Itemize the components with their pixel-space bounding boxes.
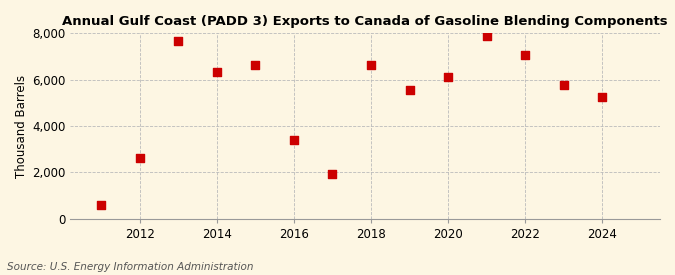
Point	[481, 34, 492, 38]
Point	[404, 88, 415, 92]
Point	[288, 138, 299, 142]
Point	[96, 203, 107, 207]
Point	[558, 83, 569, 88]
Point	[134, 156, 145, 161]
Text: Source: U.S. Energy Information Administration: Source: U.S. Energy Information Administ…	[7, 262, 253, 272]
Y-axis label: Thousand Barrels: Thousand Barrels	[15, 75, 28, 178]
Title: Annual Gulf Coast (PADD 3) Exports to Canada of Gasoline Blending Components: Annual Gulf Coast (PADD 3) Exports to Ca…	[62, 15, 668, 28]
Point	[366, 62, 377, 67]
Point	[520, 53, 531, 57]
Point	[443, 75, 454, 79]
Point	[597, 95, 608, 99]
Point	[173, 39, 184, 44]
Point	[327, 171, 338, 176]
Point	[211, 69, 222, 74]
Point	[250, 62, 261, 67]
